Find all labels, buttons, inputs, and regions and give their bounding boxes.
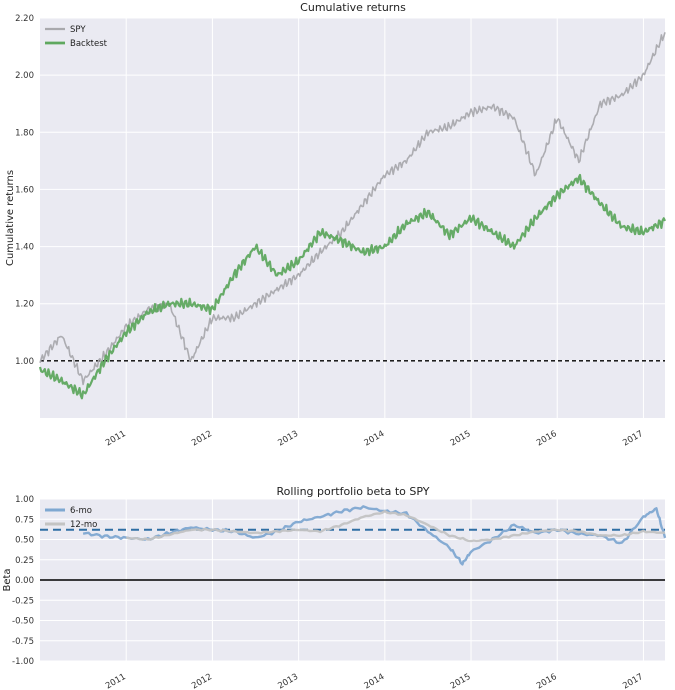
x-tick-label: 2017 bbox=[621, 429, 645, 448]
y-tick-label: 1.80 bbox=[15, 128, 34, 138]
x-tick-label: 2013 bbox=[276, 429, 300, 448]
y-tick-label: 1.20 bbox=[15, 300, 34, 310]
series-line-12-mo bbox=[125, 509, 666, 543]
y-tick-label: -1.00 bbox=[12, 657, 34, 667]
x-tick-label: 2012 bbox=[190, 672, 214, 690]
y-axis-label: Beta bbox=[2, 568, 13, 591]
legend: 6-mo 12-mo bbox=[45, 506, 97, 530]
y-tick-label: 0.75 bbox=[15, 515, 34, 525]
x-tick-label: 2016 bbox=[535, 429, 559, 448]
y-tick-label: 1.40 bbox=[15, 243, 34, 253]
y-axis-label: Cumulative returns bbox=[5, 170, 16, 266]
y-tick-label: 2.20 bbox=[15, 14, 34, 24]
y-tick-label: -0.25 bbox=[12, 596, 34, 606]
plot: 2.20 2.00 1.80 1.60 1.40 1.20 1.00 2011 2012 2013… bbox=[15, 14, 666, 448]
y-tick-label: 2.00 bbox=[15, 71, 34, 81]
x-tick-label: 2012 bbox=[190, 429, 214, 448]
x-tick-label: 2013 bbox=[276, 672, 300, 690]
legend-label: 12-mo bbox=[70, 520, 97, 530]
legend-label: Backtest bbox=[70, 39, 108, 49]
y-tick-label: -0.50 bbox=[12, 617, 34, 627]
y-tick-label: 1.60 bbox=[15, 185, 34, 195]
x-tick-label: 2017 bbox=[621, 672, 645, 690]
x-tick-label: 2016 bbox=[535, 672, 559, 690]
y-tick-label: 1.00 bbox=[15, 495, 34, 505]
plot: 1.00 0.75 0.50 0.25 0.00 -0.25 -0.50 -0.75 -1.00… bbox=[12, 495, 667, 690]
y-tick-label: -0.75 bbox=[12, 637, 34, 647]
legend: SPY Backtest bbox=[45, 25, 108, 49]
y-tick-label: 0.00 bbox=[15, 576, 34, 586]
series-line-6-mo bbox=[82, 505, 667, 566]
legend-label: SPY bbox=[70, 25, 86, 35]
x-tick-label: 2011 bbox=[104, 672, 128, 690]
x-tick-label: 2014 bbox=[363, 672, 387, 690]
y-tick-label: 1.00 bbox=[15, 357, 34, 367]
y-tick-label: 0.50 bbox=[15, 536, 34, 546]
cumulative-returns-chart: 2.20 2.00 1.80 1.60 1.40 1.20 1.00 2011 2012 2013… bbox=[5, 1, 666, 448]
series-line-backtest bbox=[38, 173, 666, 400]
x-tick-label: 2015 bbox=[449, 429, 473, 448]
y-tick-label: 0.25 bbox=[15, 556, 34, 566]
x-tick-label: 2011 bbox=[104, 429, 128, 448]
x-tick-label: 2015 bbox=[449, 672, 473, 690]
chart-title: Rolling portfolio beta to SPY bbox=[277, 485, 430, 498]
series-line-spy bbox=[39, 32, 666, 386]
chart-title: Cumulative returns bbox=[300, 1, 406, 14]
x-tick-label: 2014 bbox=[363, 429, 387, 448]
legend-label: 6-mo bbox=[70, 506, 92, 516]
rolling-beta-chart: 1.00 0.75 0.50 0.25 0.00 -0.25 -0.50 -0.75 -1.00… bbox=[2, 485, 667, 690]
